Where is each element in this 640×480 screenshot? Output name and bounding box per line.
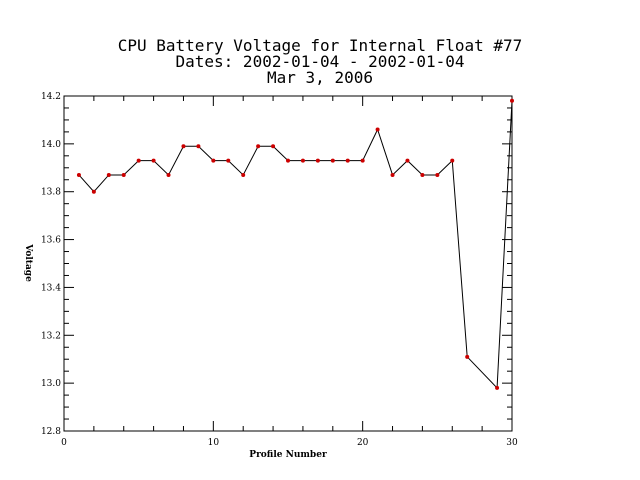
y-axis-tick-labels: 12.8 13.0 13.2 13.4 13.6 13.8 14.0 14.2 bbox=[41, 92, 61, 437]
voltage-point bbox=[450, 158, 455, 163]
chart-title-line-3: Mar 3, 2006 bbox=[267, 68, 373, 87]
voltage-point bbox=[166, 172, 171, 177]
voltage-point bbox=[181, 144, 186, 149]
y-tick-label: 13.8 bbox=[41, 188, 61, 198]
voltage-point bbox=[465, 354, 470, 359]
x-axis-ticks bbox=[63, 96, 513, 431]
voltage-point bbox=[420, 172, 425, 177]
voltage-point bbox=[211, 158, 216, 163]
voltage-point bbox=[286, 158, 290, 163]
voltage-series-line bbox=[78, 100, 513, 390]
plot-frame bbox=[63, 95, 513, 432]
voltage-point bbox=[121, 172, 126, 177]
y-axis-label: Voltage bbox=[23, 243, 33, 282]
voltage-point bbox=[360, 158, 365, 163]
voltage-point bbox=[226, 158, 231, 163]
voltage-point bbox=[196, 144, 201, 149]
voltage-point bbox=[495, 385, 500, 390]
voltage-point bbox=[106, 172, 111, 177]
voltage-point bbox=[390, 172, 395, 177]
voltage-point bbox=[345, 158, 350, 163]
voltage-point bbox=[510, 98, 514, 103]
y-tick-label: 14.2 bbox=[41, 92, 61, 102]
voltage-point bbox=[91, 189, 96, 194]
voltage-point bbox=[435, 172, 440, 177]
x-tick-label: 30 bbox=[506, 438, 518, 448]
y-tick-label: 13.0 bbox=[41, 379, 61, 389]
chart-title-line-1: CPU Battery Voltage for Internal Float #… bbox=[117, 36, 523, 55]
x-tick-label: 10 bbox=[208, 438, 220, 448]
y-tick-label: 13.4 bbox=[41, 283, 61, 293]
voltage-point bbox=[136, 158, 141, 163]
voltage-point bbox=[405, 158, 410, 163]
voltage-point bbox=[300, 158, 305, 163]
y-tick-label: 13.2 bbox=[41, 331, 61, 341]
voltage-point bbox=[375, 127, 380, 132]
voltage-point bbox=[315, 158, 320, 163]
y-axis-ticks bbox=[64, 95, 512, 432]
y-tick-label: 12.8 bbox=[41, 427, 61, 437]
voltage-point bbox=[271, 144, 276, 149]
x-tick-label: 0 bbox=[61, 438, 67, 448]
voltage-series-points bbox=[76, 98, 514, 390]
voltage-point bbox=[241, 172, 246, 177]
voltage-line bbox=[78, 100, 513, 390]
y-tick-label: 13.6 bbox=[41, 236, 61, 246]
y-tick-label: 14.0 bbox=[41, 140, 61, 150]
x-axis-tick-labels: 0 10 20 30 bbox=[61, 438, 518, 448]
x-axis-label: Profile Number bbox=[249, 450, 327, 460]
chart-title-line-2: Dates: 2002-01-04 - 2002-01-04 bbox=[175, 52, 465, 71]
voltage-point bbox=[330, 158, 335, 163]
x-tick-label: 20 bbox=[357, 438, 369, 448]
voltage-point bbox=[76, 172, 81, 177]
voltage-point bbox=[151, 158, 156, 163]
voltage-point bbox=[256, 144, 261, 149]
